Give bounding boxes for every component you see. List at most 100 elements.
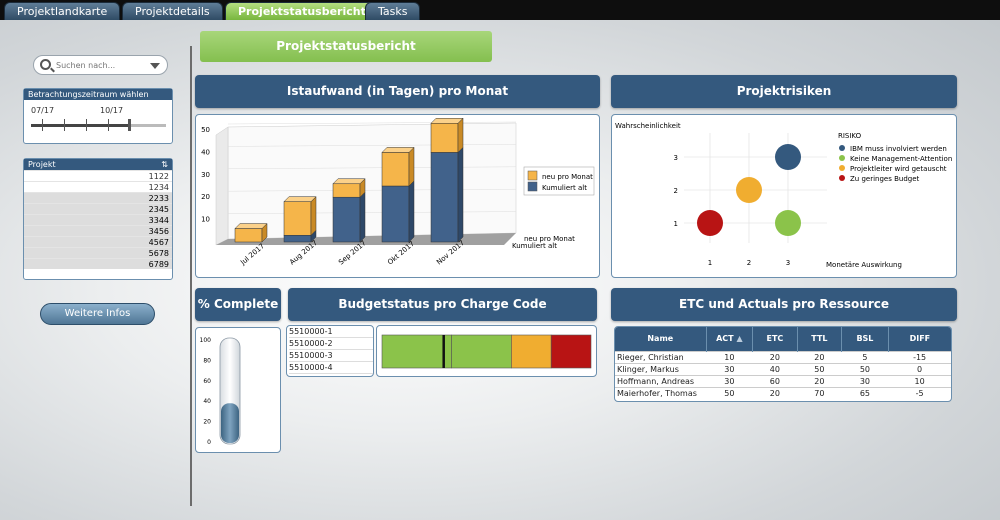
budget-segment[interactable] (381, 334, 452, 369)
sort-icon[interactable]: ⇅ (161, 160, 168, 169)
table-row[interactable]: Maierhofer, Thomas 50 20 70 65 -5 (615, 386, 951, 399)
bar-segment[interactable] (234, 228, 263, 243)
column-header-act[interactable]: ACT ▲ (706, 327, 754, 351)
tab-projektlandkarte[interactable]: Projektlandkarte (4, 2, 121, 20)
cell-diff: 10 (888, 374, 951, 387)
risk-legend-title: RISIKO (838, 132, 862, 140)
legend-marker (839, 155, 845, 161)
bar-top (430, 118, 464, 124)
bar-segment[interactable] (332, 196, 361, 243)
risk-point[interactable] (697, 210, 723, 236)
effort-side-label-new: neu pro Monat (524, 235, 575, 243)
charge-code-item[interactable]: 5510000-4 (289, 362, 373, 374)
list-item[interactable]: 4567 (24, 236, 172, 247)
cell-act: 10 (706, 350, 753, 363)
bar-segment[interactable] (381, 152, 410, 187)
percent-complete-title: % Complete (195, 288, 281, 321)
y-tick-label: 3 (674, 154, 678, 162)
bar-segment[interactable] (283, 201, 312, 236)
bar-side (359, 191, 366, 243)
budget-title: Budgetstatus pro Charge Code (288, 288, 597, 321)
list-item[interactable]: 6789 (24, 258, 172, 269)
budget-segment[interactable] (550, 334, 592, 369)
tab-projektdetails[interactable]: Projektdetails (122, 2, 223, 20)
bar-side (310, 196, 317, 236)
cell-diff: -15 (888, 350, 951, 363)
table-row[interactable]: Klinger, Markus 30 40 50 50 0 (615, 362, 951, 375)
table-row[interactable]: Rieger, Christian 10 20 20 5 -15 (615, 350, 951, 363)
gauge-tick-label: 100 (200, 337, 212, 344)
slider-handle[interactable] (128, 119, 131, 131)
chevron-down-icon[interactable] (150, 63, 160, 69)
bar-segment[interactable] (381, 185, 410, 243)
cell-name: Hoffmann, Andreas (615, 374, 707, 387)
cell-bsl: 5 (841, 350, 889, 363)
resources-table: Name ACT ▲ ETC TTL BSL DIFF Rieger, Chri… (615, 327, 951, 399)
charge-code-item[interactable]: 5510000-1 (289, 326, 373, 338)
charge-code-item[interactable]: 5510000-2 (289, 338, 373, 350)
search-input[interactable] (56, 59, 146, 72)
search-box[interactable] (33, 55, 168, 75)
cell-act: 30 (706, 362, 753, 375)
charge-code-item[interactable]: 5510000-3 (289, 350, 373, 362)
bar-top (234, 223, 268, 229)
column-header-name[interactable]: Name (615, 327, 707, 351)
more-info-button[interactable]: Weitere Infos (40, 303, 155, 325)
y-tick-label: 50 (201, 126, 210, 134)
legend-swatch-cum (527, 181, 538, 192)
cell-etc: 20 (752, 386, 798, 399)
column-header-diff[interactable]: DIFF (888, 327, 951, 351)
page-title[interactable]: Projektstatusbericht (200, 31, 492, 62)
percent-complete-gauge: 0 20 40 60 80 100 (200, 337, 241, 446)
list-item[interactable]: 5678 (24, 247, 172, 258)
cell-ttl: 50 (797, 362, 842, 375)
resources-table-panel: Name ACT ▲ ETC TTL BSL DIFF Rieger, Chri… (614, 326, 952, 402)
list-item[interactable]: 2345 (24, 203, 172, 214)
list-item[interactable]: 2233 (24, 192, 172, 203)
risk-point[interactable] (775, 144, 801, 170)
column-header-ttl[interactable]: TTL (797, 327, 843, 351)
time-slider-selection[interactable] (31, 124, 129, 127)
budget-segment[interactable] (511, 334, 552, 369)
x-tick-label: 2 (747, 259, 751, 267)
bar-segment[interactable] (283, 235, 312, 243)
column-header-bsl[interactable]: BSL (841, 327, 889, 351)
table-row[interactable]: Hoffmann, Andreas 30 60 20 30 10 (615, 374, 951, 387)
slider-tick (64, 119, 65, 131)
gauge-tick-label: 0 (207, 439, 211, 446)
tab-projektstatusbericht[interactable]: Projektstatusbericht (225, 2, 379, 20)
y-tick-label: 10 (201, 216, 210, 224)
cell-act: 50 (706, 386, 753, 399)
risk-chart: Wahrscheinlichkeit Monetäre Auswirkung 1… (615, 122, 952, 269)
bar-segment[interactable] (430, 152, 459, 243)
list-item[interactable]: 1122 (24, 170, 172, 181)
list-item[interactable]: 3456 (24, 225, 172, 236)
time-range-panel: Betrachtungszeitraum wählen 07/17 10/17 (23, 88, 173, 144)
gauge-fill (221, 403, 239, 443)
risk-point[interactable] (736, 177, 762, 203)
budget-bar (381, 334, 592, 369)
cell-bsl: 50 (841, 362, 889, 375)
y-tick-label: 1 (674, 220, 678, 228)
legend-swatch-new (527, 170, 538, 181)
budget-segment[interactable] (451, 334, 512, 369)
y-tick-label: 20 (201, 193, 210, 201)
gauge-tick-label: 20 (203, 419, 211, 426)
list-item[interactable]: 3344 (24, 214, 172, 225)
bar-segment[interactable] (430, 123, 459, 153)
time-range-title: Betrachtungszeitraum wählen (24, 89, 172, 100)
tab-tasks[interactable]: Tasks (365, 2, 421, 20)
cell-act: 30 (706, 374, 753, 387)
grid-line (227, 211, 517, 214)
cell-etc: 40 (752, 362, 798, 375)
sort-asc-icon[interactable]: ▲ (736, 334, 743, 344)
bar-side (408, 146, 415, 187)
bar-segment[interactable] (332, 183, 361, 198)
effort-legend: neu pro Monat Kumuliert alt (523, 166, 595, 196)
column-header-etc[interactable]: ETC (752, 327, 798, 351)
grid-line (227, 166, 517, 170)
risk-chart-panel: Wahrscheinlichkeit Monetäre Auswirkung 1… (611, 114, 957, 278)
risk-point[interactable] (775, 210, 801, 236)
list-item[interactable]: 1234 (24, 181, 172, 192)
slider-tick (108, 119, 109, 131)
